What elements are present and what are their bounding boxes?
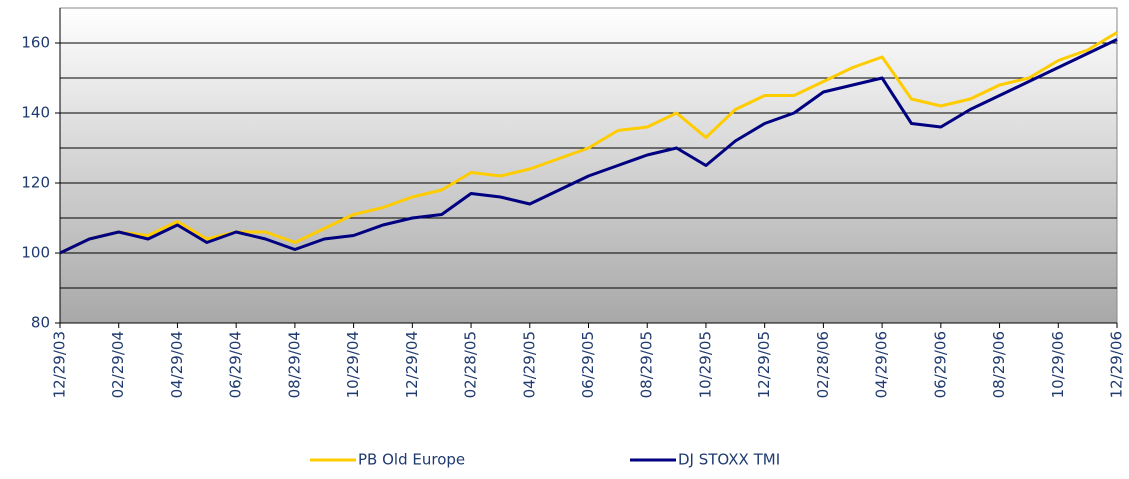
x-tick-label: 04/29/04 [168,331,186,398]
x-tick-label: 08/29/04 [285,331,303,398]
legend-label: DJ STOXX TMI [678,451,780,469]
x-tick-label: 08/29/05 [638,331,656,398]
legend-label: PB Old Europe [358,451,465,469]
x-tick-label: 04/29/06 [873,331,891,398]
y-tick-label: 100 [21,244,50,262]
x-tick-label: 06/29/05 [579,331,597,398]
x-tick-label: 02/28/06 [814,331,832,398]
x-tick-label: 10/29/05 [696,331,714,398]
x-tick-label: 06/29/06 [931,331,949,398]
x-tick-label: 10/29/06 [1049,331,1067,398]
x-tick-label: 12/29/04 [403,331,421,398]
series-line [59,38,1118,255]
x-tick-label: 02/28/05 [462,331,480,398]
x-tick-label: 04/29/05 [520,331,538,398]
x-tick-label: 12/29/06 [1108,331,1126,398]
x-tick-label: 02/29/04 [109,331,127,398]
x-tick-label: 06/29/04 [227,331,245,398]
y-tick-label: 120 [21,174,50,192]
x-tick-label: 08/29/06 [990,331,1008,398]
y-tick-label: 80 [31,314,50,332]
x-tick-label: 12/29/03 [51,331,69,398]
plot-area [59,7,1118,324]
y-tick-label: 140 [21,104,50,122]
y-tick-label: 160 [21,34,50,52]
x-tick-label: 12/29/05 [755,331,773,398]
x-tick-label: 10/29/04 [344,331,362,398]
